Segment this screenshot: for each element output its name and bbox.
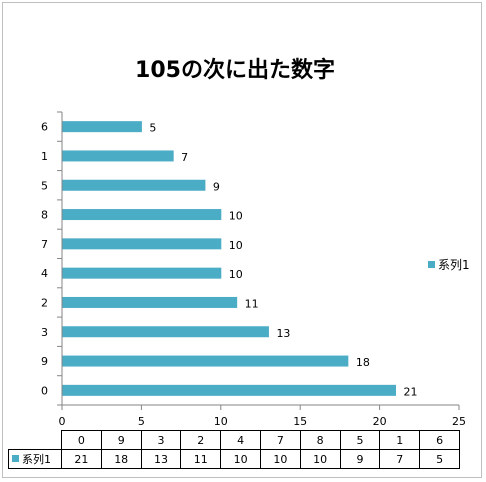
y-tick-label: 5	[41, 179, 48, 192]
legend: 系列1	[428, 256, 470, 273]
y-tick-label: 3	[41, 326, 48, 339]
data-table-series-row: 系列1 21 18 13 11 10 10 10 9 7 5	[8, 449, 460, 469]
data-table-category-cell: 9	[100, 430, 142, 450]
bar	[62, 267, 222, 279]
data-table-series-label: 系列1	[8, 449, 62, 469]
y-tick-label: 8	[41, 209, 48, 222]
data-table-value-cell: 5	[419, 449, 460, 469]
data-table-category-cell: 2	[180, 430, 222, 450]
data-table-category-cell: 6	[419, 430, 460, 450]
data-table-value-cell: 21	[61, 449, 102, 469]
data-label: 10	[229, 210, 243, 223]
data-table-value-cell: 18	[100, 449, 142, 469]
data-table-value-cell: 10	[259, 449, 301, 469]
data-label: 9	[213, 180, 220, 193]
data-table-series-name: 系列1	[22, 453, 51, 466]
data-table-category-cell: 8	[299, 430, 341, 450]
data-table-value-cell: 10	[299, 449, 341, 469]
data-table-category-cell: 4	[220, 430, 261, 450]
legend-key	[428, 261, 435, 268]
data-table-category-cell: 5	[339, 430, 381, 450]
data-label: 11	[245, 297, 259, 310]
data-label: 13	[276, 327, 290, 340]
y-tick-label: 0	[41, 384, 48, 397]
y-tick-label: 1	[41, 150, 48, 163]
data-table-value-cell: 10	[220, 449, 261, 469]
y-tick-label: 2	[41, 296, 48, 309]
data-label: 7	[181, 151, 188, 164]
data-table-category-cell: 0	[61, 430, 102, 450]
bar	[62, 179, 206, 191]
bar	[62, 238, 222, 250]
data-table-category-cell: 3	[140, 430, 182, 450]
legend-label: 系列1	[438, 258, 470, 272]
data-label: 21	[403, 385, 417, 398]
y-tick-label: 7	[41, 238, 48, 251]
data-label: 18	[356, 356, 370, 369]
x-tick-label: 25	[452, 415, 466, 428]
bar	[62, 384, 396, 396]
bar	[62, 209, 222, 221]
y-tick-label: 6	[41, 121, 48, 134]
x-tick-label: 5	[138, 415, 145, 428]
data-label: 10	[229, 239, 243, 252]
data-table-value-cell: 13	[140, 449, 182, 469]
bar	[62, 121, 142, 133]
x-tick-label: 10	[214, 415, 228, 428]
x-tick-label: 15	[293, 415, 307, 428]
data-table-category-cell: 7	[259, 430, 301, 450]
data-table-category-cell: 1	[379, 430, 421, 450]
data-label: 5	[149, 122, 156, 135]
x-tick-label: 0	[59, 415, 66, 428]
bar	[62, 326, 269, 338]
x-tick-label: 20	[373, 415, 387, 428]
bar	[62, 296, 238, 308]
data-label: 10	[229, 268, 243, 281]
y-tick-label: 4	[41, 267, 48, 280]
data-table-value-cell: 11	[180, 449, 222, 469]
data-table-corner	[9, 431, 62, 450]
y-tick-label: 9	[41, 355, 48, 368]
data-table-value-cell: 9	[339, 449, 381, 469]
data-table-value-cell: 7	[379, 449, 421, 469]
data-table-legend-key	[12, 455, 19, 462]
chart-title: 105の次に出た数字	[135, 58, 335, 83]
bar	[62, 150, 174, 162]
bar	[62, 355, 349, 367]
